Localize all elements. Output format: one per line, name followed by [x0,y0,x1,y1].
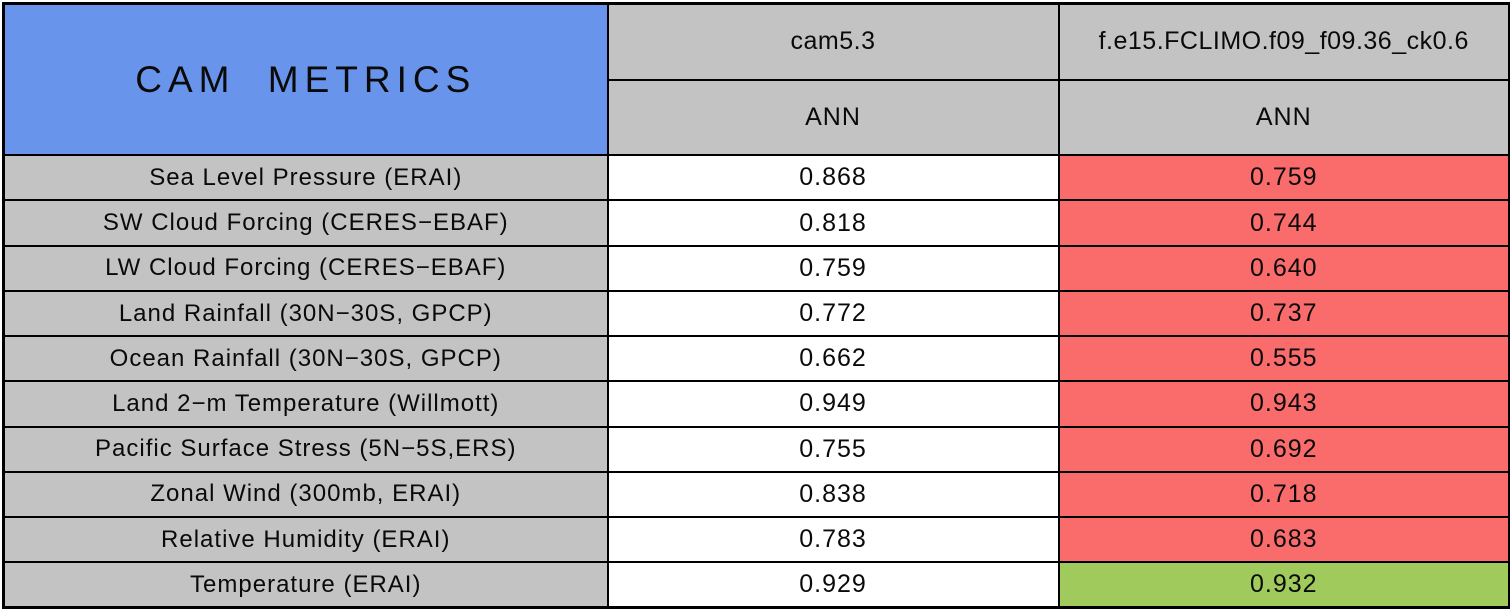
subheader-experiment-ann: ANN [1057,78,1510,157]
cam53-value: 0.949 [606,380,1060,428]
table-row: LW Cloud Forcing (CERES−EBAF) 0.759 0.64… [2,244,1510,292]
cam53-value: 0.662 [606,335,1060,383]
table-row: Sea Level Pressure (ERAI) 0.868 0.759 [2,154,1510,202]
metric-label: Land Rainfall (30N−30S, GPCP) [2,289,609,338]
metric-label: Zonal Wind (300mb, ERAI) [2,470,609,518]
metric-label: SW Cloud Forcing (CERES−EBAF) [2,199,609,247]
experiment-value: 0.759 [1057,154,1510,202]
table-row: Temperature (ERAI) 0.929 0.932 [2,561,1510,609]
experiment-value: 0.683 [1057,515,1510,564]
metric-label: Temperature (ERAI) [2,561,609,609]
metric-label: Pacific Surface Stress (5N−5S,ERS) [2,425,609,473]
table-row: Zonal Wind (300mb, ERAI) 0.838 0.718 [2,470,1510,518]
table-row: Land 2−m Temperature (Willmott) 0.949 0.… [2,380,1510,428]
column-header-cam53: cam5.3 [606,2,1060,81]
table-row: Ocean Rainfall (30N−30S, GPCP) 0.662 0.5… [2,335,1510,383]
cam53-value: 0.755 [606,425,1060,473]
experiment-value: 0.718 [1057,470,1510,518]
cam53-value: 0.783 [606,515,1060,564]
table-row: SW Cloud Forcing (CERES−EBAF) 0.818 0.74… [2,199,1510,247]
metric-label: LW Cloud Forcing (CERES−EBAF) [2,244,609,292]
table-title-cell: CAM METRICS [2,2,609,157]
metric-label: Relative Humidity (ERAI) [2,515,609,564]
cam53-value: 0.929 [606,561,1060,609]
cam53-value: 0.772 [606,289,1060,338]
experiment-value: 0.744 [1057,199,1510,247]
table-row: Relative Humidity (ERAI) 0.783 0.683 [2,515,1510,564]
cam53-value: 0.838 [606,470,1060,518]
metric-label: Land 2−m Temperature (Willmott) [2,380,609,428]
metric-label: Sea Level Pressure (ERAI) [2,154,609,202]
cam53-value: 0.818 [606,199,1060,247]
column-header-experiment: f.e15.FCLIMO.f09_f09.36_ck0.6 [1057,2,1510,81]
table-row: Pacific Surface Stress (5N−5S,ERS) 0.755… [2,425,1510,473]
metric-label: Ocean Rainfall (30N−30S, GPCP) [2,335,609,383]
table-row: Land Rainfall (30N−30S, GPCP) 0.772 0.73… [2,289,1510,338]
cam53-value: 0.759 [606,244,1060,292]
experiment-value: 0.640 [1057,244,1510,292]
experiment-value: 0.737 [1057,289,1510,338]
subheader-cam53-ann: ANN [606,78,1060,157]
experiment-value: 0.692 [1057,425,1510,473]
experiment-value: 0.943 [1057,380,1510,428]
experiment-value: 0.932 [1057,561,1510,609]
cam53-value: 0.868 [606,154,1060,202]
experiment-value: 0.555 [1057,335,1510,383]
